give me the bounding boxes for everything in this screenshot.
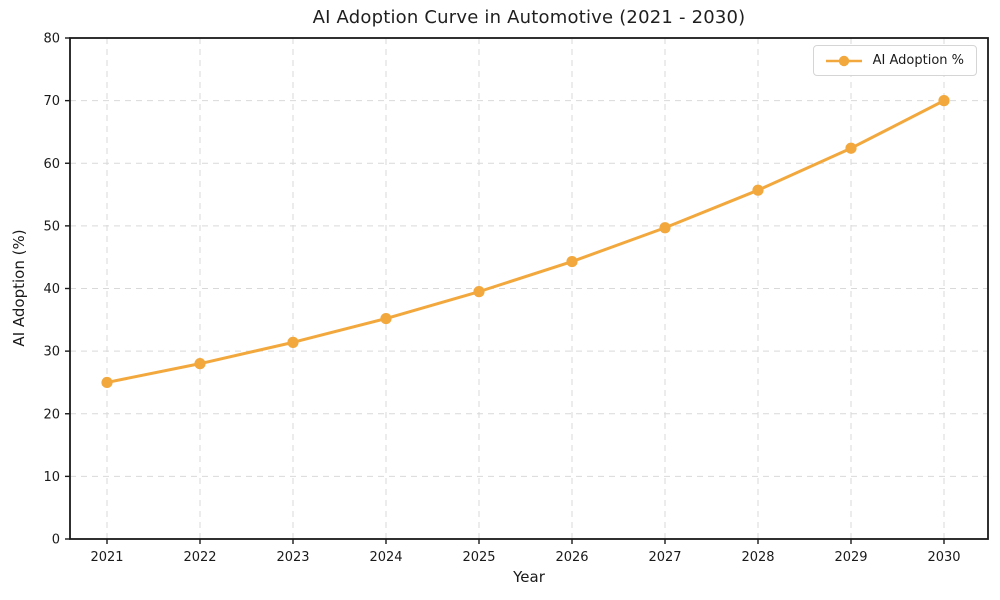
y-tick-label: 70: [43, 94, 60, 109]
y-tick-label: 10: [43, 470, 60, 485]
legend: AI Adoption %: [812, 45, 977, 76]
y-axis-label: AI Adoption (%): [10, 229, 28, 347]
y-tick-label: 20: [43, 407, 60, 422]
data-point: [566, 255, 578, 268]
y-tick-label: 50: [43, 219, 60, 234]
data-point: [380, 312, 392, 325]
y-tick-label: 60: [43, 157, 60, 172]
x-tick-label: 2028: [741, 550, 774, 565]
y-tick-label: 0: [52, 533, 60, 548]
data-line: [105, 99, 946, 384]
data-point: [194, 358, 206, 370]
x-tick-label: 2021: [90, 550, 123, 565]
x-tick-label: 2022: [183, 550, 216, 565]
y-tick-label: 40: [43, 282, 60, 297]
x-axis-label: Year: [513, 568, 545, 586]
x-tick-label: 2029: [834, 550, 867, 565]
data-point: [287, 336, 299, 348]
chart-title: AI Adoption Curve in Automotive (2021 - …: [312, 7, 746, 28]
legend-label: AI Adoption %: [872, 53, 964, 68]
x-tick-label: 2026: [555, 550, 588, 565]
y-tick-label: 80: [43, 32, 60, 47]
data-point: [845, 142, 857, 154]
x-tick-label: 2030: [927, 550, 960, 565]
x-tick-label: 2027: [648, 550, 681, 565]
data-point: [938, 95, 950, 107]
x-tick-label: 2024: [369, 550, 402, 565]
x-tick-label: 2025: [462, 550, 495, 565]
data-point: [473, 286, 485, 298]
y-tick-label: 30: [43, 345, 60, 360]
data-point: [659, 222, 671, 234]
x-tick-label: 2023: [276, 550, 309, 565]
legend-line-marker-icon: [825, 55, 862, 66]
data-point: [101, 376, 113, 389]
data-point: [752, 184, 764, 196]
